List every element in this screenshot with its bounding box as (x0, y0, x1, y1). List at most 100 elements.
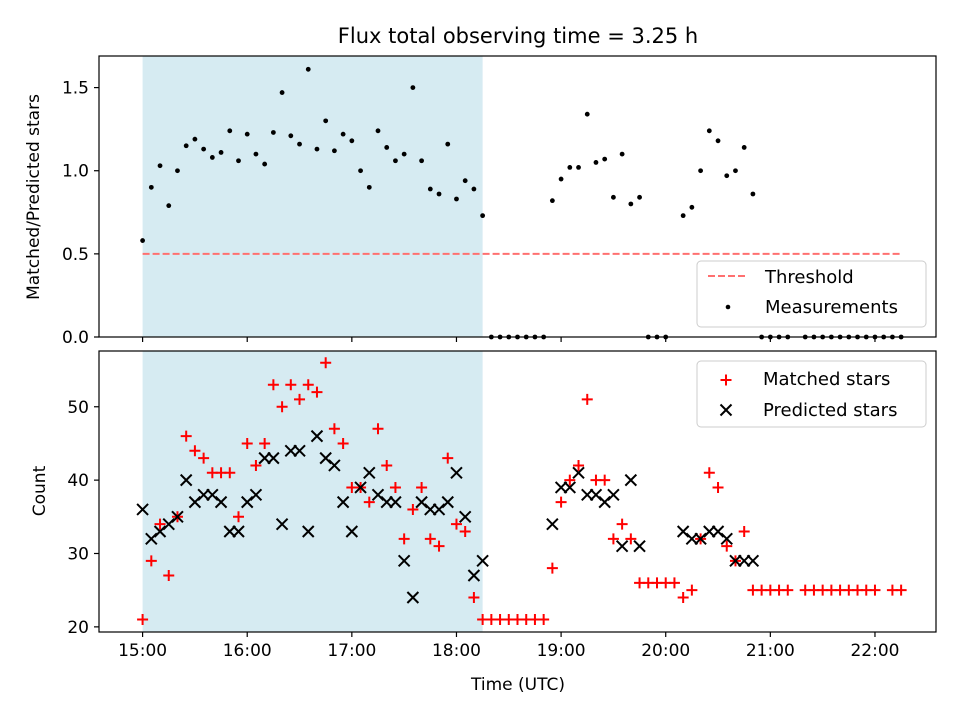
predicted-star-marker (363, 466, 376, 479)
predicted-star-marker (572, 466, 585, 479)
matched-star-marker (546, 562, 558, 574)
measurement-point (244, 131, 250, 137)
ratio-legend: Threshold Measurements (696, 260, 927, 328)
measurement-point (593, 160, 599, 165)
count-legend: Matched stars Predicted stars (696, 360, 927, 428)
measurement-point (401, 151, 407, 157)
x-tick-label: 16:00 (223, 641, 272, 661)
matched-star-marker (895, 584, 907, 596)
y-tick-label: 20 (67, 618, 89, 638)
measurement-point (297, 141, 302, 147)
matched-star-marker (337, 437, 349, 449)
measurement-point (157, 163, 163, 169)
measurement-point (567, 165, 573, 170)
predicted-star-marker (179, 473, 193, 487)
measurement-point (558, 176, 564, 182)
predicted-star-marker (615, 539, 629, 553)
matched-star-marker (189, 445, 201, 457)
predicted-star-marker (302, 525, 315, 538)
measurement-point (471, 186, 477, 192)
predicted-star-marker (563, 481, 577, 494)
measurement-point (419, 158, 424, 164)
measurement-point (715, 138, 721, 144)
predicted-star-marker (214, 495, 228, 509)
matched-star-marker (180, 430, 192, 442)
predicted-star-marker (232, 525, 245, 538)
measurement-point (637, 194, 642, 200)
predicted-star-marker (450, 466, 463, 479)
matched-star-marker (233, 511, 244, 523)
predicted-star-marker (458, 510, 472, 524)
measurement-point (183, 143, 189, 149)
matched-star-marker (703, 467, 715, 479)
measurement-point (358, 168, 363, 174)
measurement-point (262, 161, 268, 167)
predicted-star-marker (328, 459, 341, 472)
count-panel: 20 30 40 50 15:00 16:00 17:00 18:00 19:00 20:00 21… (67, 350, 937, 661)
measurement-point (384, 145, 390, 150)
measurement-point (619, 151, 625, 157)
x-tick-label: 15:00 (118, 641, 167, 661)
predicted-star-marker (441, 495, 454, 509)
predicted-star-marker (633, 539, 646, 553)
matched-star-marker (468, 592, 480, 604)
predicted-star-marker (345, 525, 359, 538)
matched-star-marker (311, 386, 323, 398)
measurement-point (227, 128, 233, 134)
threshold-legend-label: Threshold (764, 267, 854, 288)
matched-star-marker (224, 467, 236, 479)
measurement-point (680, 213, 686, 219)
matched-star-marker (416, 481, 428, 493)
measurement-point (323, 118, 329, 124)
predicted-legend-label: Predicted stars (763, 400, 897, 421)
count-legend-box (696, 360, 927, 428)
observing-window (142, 351, 483, 632)
matched-star-marker (869, 584, 881, 596)
predicted-star-marker (746, 554, 760, 568)
predicted-star-marker (310, 429, 324, 443)
matched-star-marker (564, 474, 576, 486)
predicted-star-marker (624, 473, 638, 487)
measurement-point (724, 173, 730, 179)
axes-frame (98, 55, 937, 338)
measurement-point (445, 141, 451, 147)
ratio-y-axis-label: Matched/Predicted stars (24, 94, 44, 300)
measurement-point (628, 201, 634, 207)
predicted-legend-swatch (719, 403, 733, 417)
matched-star-marker (712, 481, 724, 493)
measurement-point (366, 184, 372, 190)
matched-star-marker (607, 533, 619, 545)
predicted-star-marker (476, 554, 489, 568)
matched-star-marker (668, 577, 680, 589)
measurement-point (436, 191, 442, 197)
matched-star-marker (154, 518, 166, 530)
observing-window (142, 56, 483, 337)
measurement-point (349, 138, 355, 144)
matched-star-marker (538, 614, 550, 626)
matched-star-marker (145, 555, 157, 567)
y-tick-label: 50 (67, 398, 89, 418)
matched-star-marker (198, 452, 210, 464)
matched-star-marker (381, 459, 393, 471)
measurement-point (410, 85, 416, 90)
matched-star-marker (259, 437, 271, 449)
measurement-point (175, 168, 180, 174)
measurement-point (375, 128, 381, 134)
matched-star-marker (276, 401, 288, 413)
predicted-star-marker (389, 495, 402, 509)
measurement-point (288, 133, 294, 139)
measurement-point (750, 191, 756, 197)
x-tick-label: 18:00 (432, 641, 481, 661)
measurement-point (393, 158, 398, 164)
y-tick-label: 0.0 (62, 328, 89, 348)
matched-star-marker (581, 393, 593, 405)
predicted-star-marker (607, 488, 620, 502)
measurement-point (332, 148, 337, 154)
matched-star-marker (599, 474, 611, 486)
measurement-point (698, 168, 703, 174)
measurement-point (270, 130, 276, 135)
matched-star-marker (721, 540, 733, 552)
measurement-point (480, 213, 486, 219)
measurement-point (602, 156, 608, 162)
